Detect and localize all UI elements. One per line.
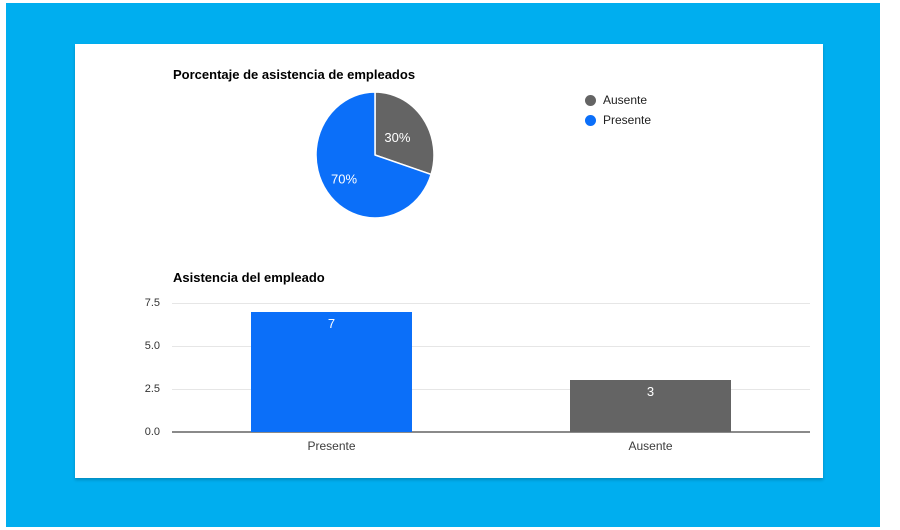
legend-label: Presente <box>603 113 652 127</box>
gridline <box>172 389 810 390</box>
legend-label: Ausente <box>603 93 648 107</box>
x-axis-baseline <box>172 431 810 433</box>
x-axis-category-label: Presente <box>307 439 356 453</box>
cyan-panel: Porcentaje de asistencia de empleados 30… <box>6 3 880 527</box>
legend-swatch-icon <box>585 114 596 126</box>
legend-swatch-icon <box>585 94 596 106</box>
pie-slice-ausente <box>374 91 435 176</box>
pie-slice-percentage-label: 30% <box>384 130 410 145</box>
bar-value-label: 7 <box>327 315 336 331</box>
gridline <box>172 346 810 347</box>
y-axis-tick-label: 0.0 <box>144 426 160 438</box>
bar-ausente <box>570 380 731 432</box>
legend-item-presente: Presente <box>585 110 651 130</box>
bar-presente <box>251 311 412 432</box>
bar-chart-title: Asistencia del empleado <box>173 270 325 285</box>
gridline <box>172 303 810 304</box>
pie-legend: Ausente Presente <box>585 90 651 130</box>
y-axis-tick-label: 2.5 <box>144 383 160 395</box>
y-axis-tick-label: 5.0 <box>144 340 160 352</box>
legend-item-ausente: Ausente <box>585 90 651 110</box>
bar-plot: 0.0 2.5 5.0 7.5 7 Presente 3 Ausente <box>75 44 823 478</box>
report-card: Porcentaje de asistencia de empleados 30… <box>75 44 823 478</box>
pie-slice-presente <box>315 91 432 219</box>
pie-slice-percentage-label: 70% <box>331 172 357 187</box>
y-axis-tick-label: 7.5 <box>144 297 160 309</box>
x-axis-category-label: Ausente <box>628 439 673 453</box>
pie-chart: 30% 70% <box>315 91 435 219</box>
bar-value-label: 3 <box>646 384 655 400</box>
pie-chart-title: Porcentaje de asistencia de empleados <box>173 67 416 82</box>
